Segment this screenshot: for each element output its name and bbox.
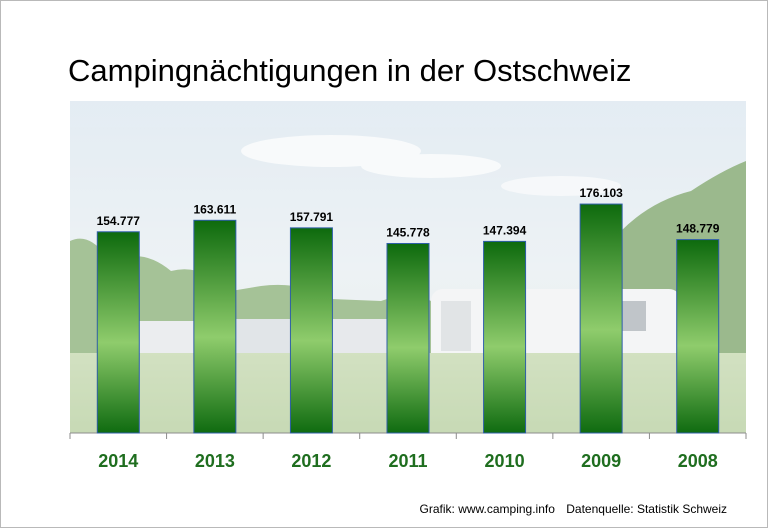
category-label-2009: 2009 <box>581 451 621 471</box>
x-axis-ticks <box>69 433 747 439</box>
bar-2013 <box>193 219 237 434</box>
category-labels: 2014 2013 2012 2011 2010 2009 2008 <box>98 451 717 471</box>
bar-2011 <box>386 242 430 434</box>
value-label-2013: 163.611 <box>193 202 236 216</box>
category-label-2010: 2010 <box>485 451 525 471</box>
bar-2009 <box>579 203 623 434</box>
bar-2008 <box>676 239 720 434</box>
value-label-2012: 157.791 <box>290 210 334 224</box>
bar-2010 <box>483 240 527 434</box>
value-labels: 154.777 163.611 157.791 145.778 147.394 176.1… <box>97 186 720 239</box>
category-label-2014: 2014 <box>98 451 138 471</box>
value-label-2008: 148.779 <box>676 222 720 236</box>
category-label-2013: 2013 <box>195 451 235 471</box>
bar-2012 <box>289 227 333 434</box>
value-label-2010: 147.394 <box>483 223 527 237</box>
credit-text: Grafik: www.camping.info <box>419 502 555 516</box>
value-label-2014: 154.777 <box>97 214 141 228</box>
category-label-2008: 2008 <box>678 451 718 471</box>
chart-title: Campingnächtigungen in der Ostschweiz <box>68 53 632 88</box>
value-label-2011: 145.778 <box>386 225 430 239</box>
value-label-2009: 176.103 <box>579 186 623 200</box>
category-label-2012: 2012 <box>291 451 331 471</box>
chart-footer: Grafik: www.camping.info Datenquelle: St… <box>420 502 727 516</box>
source-text: Datenquelle: Statistik Schweiz <box>566 502 727 516</box>
bar-series <box>96 203 720 434</box>
category-label-2011: 2011 <box>388 451 427 471</box>
bar-2014 <box>96 231 140 434</box>
